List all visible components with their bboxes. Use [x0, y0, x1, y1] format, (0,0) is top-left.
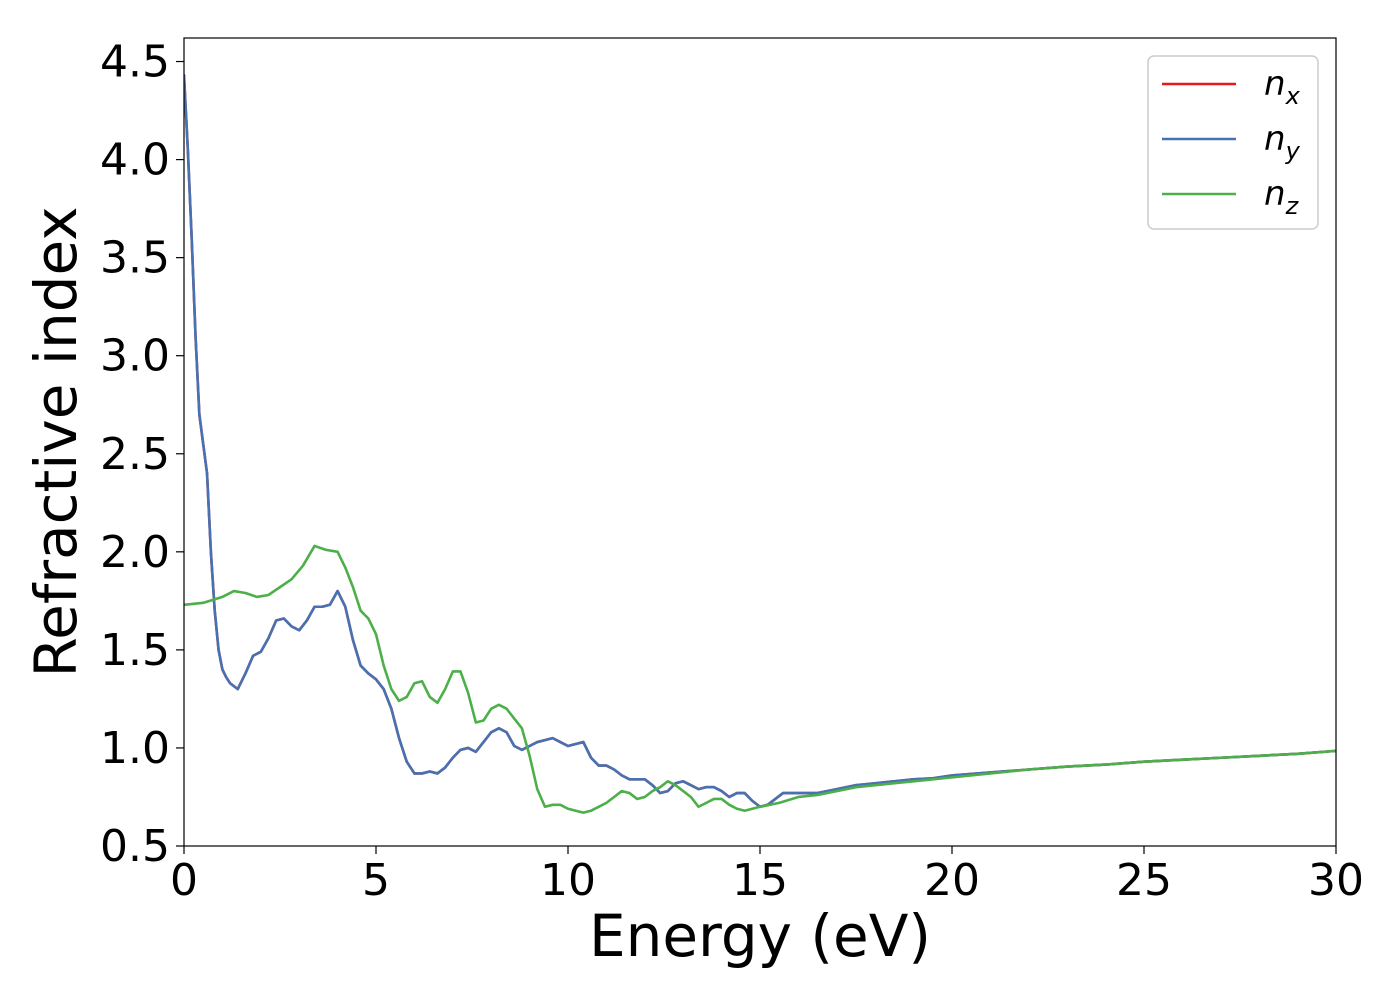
x-tick-label: 25 [1116, 855, 1172, 906]
x-tick-label: 5 [362, 855, 390, 906]
y-tick-label: 0.5 [100, 821, 170, 872]
y-tick-label: 3.5 [100, 233, 170, 284]
series-layer [184, 73, 1336, 814]
series-line-nz [184, 544, 1336, 814]
x-tick-label: 15 [732, 855, 788, 906]
y-tick-label: 2.0 [100, 527, 170, 578]
y-axis: 0.5 1.0 1.5 2.0 2.5 3.0 3.5 4.0 4.5 [100, 37, 184, 872]
legend-label-nx: nx [1264, 64, 1301, 110]
series-line-ny [184, 73, 1336, 809]
y-tick-label: 3.0 [100, 331, 170, 382]
y-tick-label: 4.5 [100, 37, 170, 88]
y-tick-label: 2.5 [100, 429, 170, 480]
y-tick-label: 1.0 [100, 723, 170, 774]
x-tick-label: 10 [540, 855, 596, 906]
legend-box [1147, 55, 1319, 230]
x-axis-label: Energy (eV) [589, 902, 931, 970]
y-tick-label: 4.0 [100, 135, 170, 186]
y-axis-label: Refractive index [22, 206, 90, 677]
y-tick-label: 1.5 [100, 625, 170, 676]
x-axis: 0 5 10 15 20 25 30 [170, 846, 1364, 906]
x-tick-label: 0 [170, 855, 198, 906]
x-tick-label: 30 [1308, 855, 1364, 906]
x-tick-label: 20 [924, 855, 980, 906]
